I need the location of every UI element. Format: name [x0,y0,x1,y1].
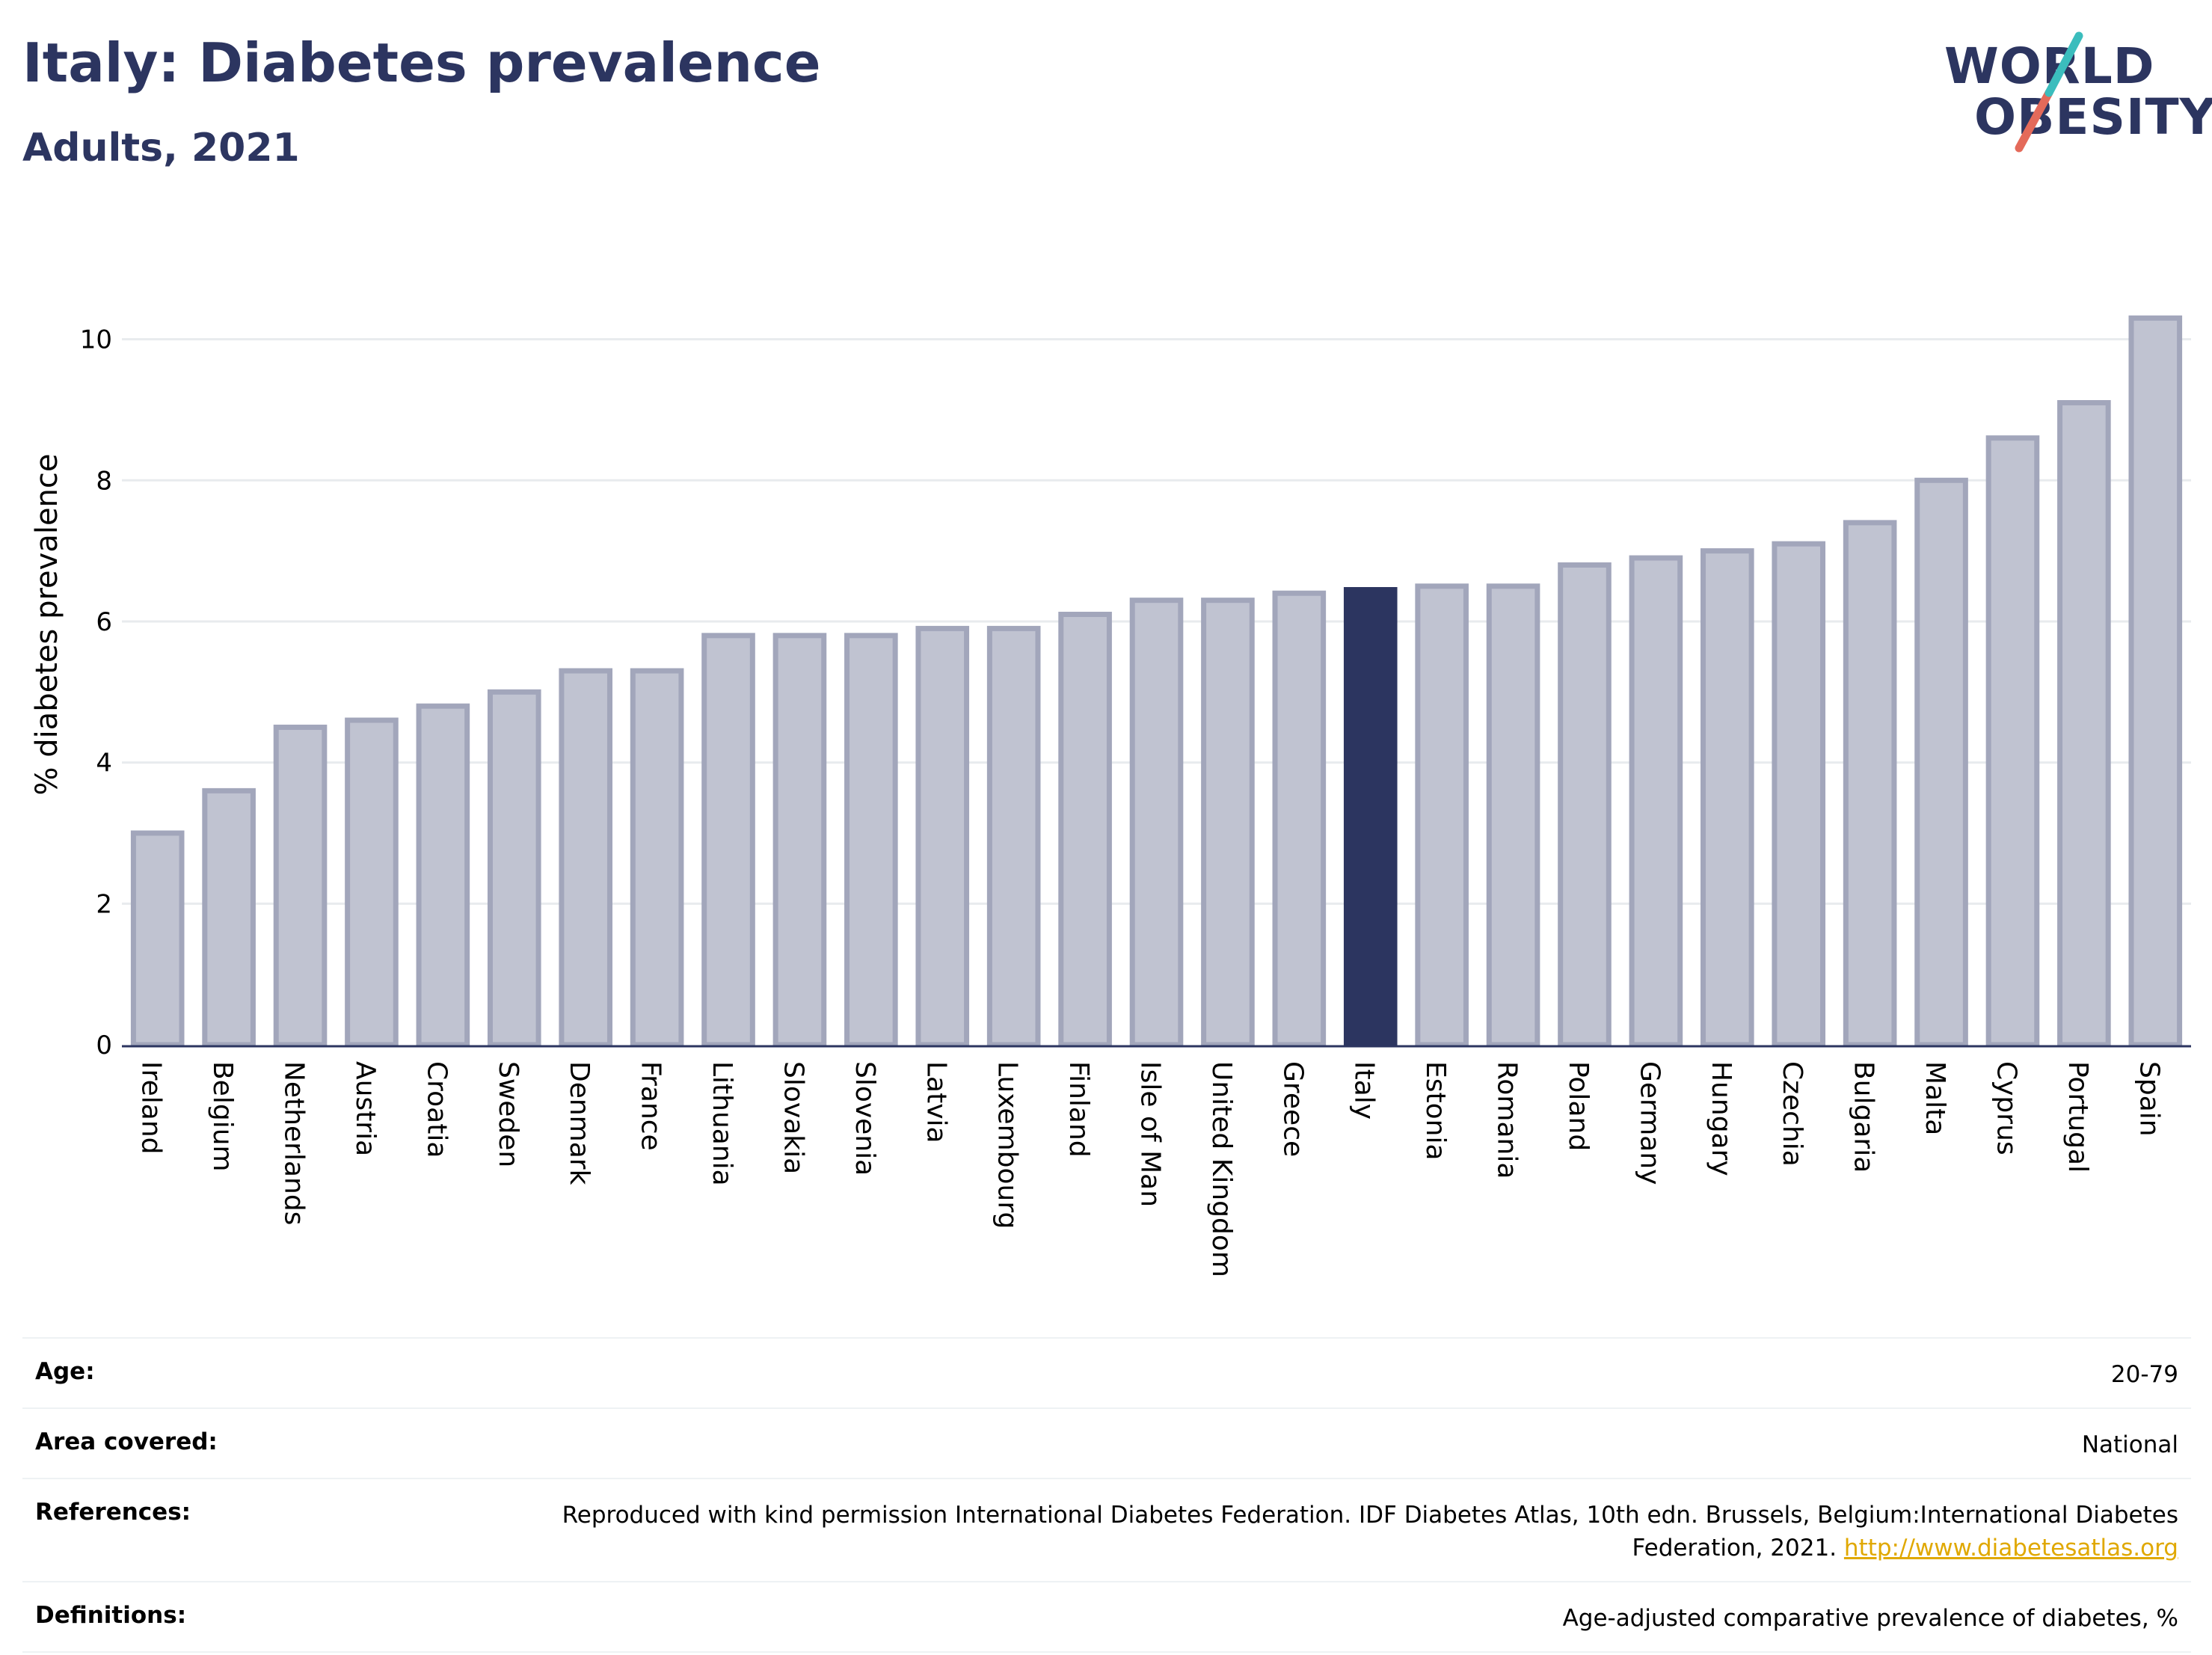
x-tick-label: Belgium [207,1061,238,1172]
meta-value-text: National [2081,1431,2178,1458]
world-obesity-logo: WORLD OBESITY [1944,30,2212,157]
bar-romania [1486,583,1540,1048]
bar-finland [1058,612,1112,1048]
meta-key: Area covered: [35,1428,218,1455]
meta-key: References: [35,1499,191,1526]
logo-slash-icon [2015,31,2083,153]
x-tick-label: Finland [1063,1061,1094,1158]
x-tick-label: Malta [1920,1061,1950,1135]
meta-value: Age-adjusted comparative prevalence of d… [1563,1602,2178,1635]
bars [130,315,2183,1048]
bar-hungary [1701,548,1754,1048]
x-tick-label: Greece [1277,1061,1308,1157]
x-tick-label: Germany [1634,1061,1665,1185]
bar-estonia [1415,583,1469,1048]
meta-key: Definitions: [35,1602,187,1629]
x-tick-label: Latvia [921,1061,951,1143]
y-tick-label: 10 [80,325,112,355]
bar-bulgaria [1843,520,1897,1048]
x-tick-label: Spain [2133,1061,2164,1137]
x-tick-label: Romania [1492,1061,1523,1179]
x-tick-label: Czechia [1777,1061,1807,1167]
x-tick-label: Poland [1563,1061,1594,1151]
bar-cyprus [1985,435,2040,1048]
bar-czechia [1772,541,1826,1048]
y-tick-label: 6 [96,607,112,637]
bar-poland [1558,562,1612,1048]
bar-greece [1272,590,1327,1048]
bar-belgium [202,787,256,1048]
x-tick-label: Sweden [493,1061,523,1167]
x-tick-label: Bulgaria [1849,1061,1879,1173]
chart-subtitle: Adults, 2021 [22,126,300,171]
bar-france [630,668,684,1048]
meta-value: Reproduced with kind permission Internat… [458,1499,2178,1565]
x-axis-labels: Ireland Belgium Netherlands Austria Croatia S… [136,1061,2165,1277]
bar-italy [1343,587,1398,1048]
meta-row: Area covered: National [22,1409,2191,1479]
meta-row: Age: 20-79 [22,1339,2191,1409]
x-tick-label: Isle of Man [1135,1061,1166,1207]
x-tick-label: Hungary [1706,1061,1736,1176]
x-tick-label: Italy [1349,1061,1380,1120]
x-tick-label: Denmark [564,1061,595,1185]
logo-text-line2: OBESITY [1974,88,2212,146]
bar-slovenia [844,633,898,1048]
meta-value-text: Age-adjusted comparative prevalence of d… [1562,1605,2178,1632]
y-tick-label: 8 [96,466,112,496]
x-tick-label: United Kingdom [1206,1061,1237,1277]
bar-latvia [915,625,970,1048]
bar-malta [1914,477,1968,1048]
y-axis-ticks: 0 2 4 6 8 10 [80,325,112,1060]
bar-sweden [487,689,541,1048]
bar-croatia [416,703,470,1048]
meta-key: Age: [35,1358,95,1385]
chart-title: Italy: Diabetes prevalence [22,31,821,94]
bar-slovakia [772,633,827,1048]
bar-lithuania [701,633,755,1048]
reference-link[interactable]: http://www.diabetesatlas.org [1843,1535,2178,1562]
x-tick-label: Austria [350,1061,381,1156]
meta-row: Definitions: Age-adjusted comparative pre… [22,1582,2191,1653]
x-tick-label: Ireland [136,1061,167,1155]
bar-ireland [130,830,185,1048]
bar-isle-of-man [1129,598,1184,1048]
y-axis-title: % diabetes prevalence [30,453,64,795]
bar-netherlands [273,724,328,1048]
meta-value: 20-79 [2111,1358,2178,1391]
x-tick-label: Estonia [1420,1061,1451,1161]
meta-value-text: Reproduced with kind permission Internat… [562,1502,2178,1562]
meta-value: National [2082,1428,2178,1461]
x-tick-label: Netherlands [279,1061,310,1225]
meta-value-text: 20-79 [2110,1361,2178,1388]
bar-denmark [559,668,612,1048]
bar-luxembourg [986,625,1041,1048]
y-tick-label: 2 [96,889,112,919]
meta-row: References: Reproduced with kind permissi… [22,1479,2191,1582]
x-tick-label: Portugal [2062,1061,2093,1173]
y-tick-label: 0 [96,1031,112,1060]
x-tick-label: Cyprus [1991,1061,2021,1155]
bar-united-kingdom [1201,598,1255,1048]
x-tick-label: Slovakia [778,1061,808,1174]
bar-austria [345,717,399,1048]
chart-metadata-table: Age: 20-79 Area covered: National References… [22,1337,2191,1653]
x-tick-label: Luxembourg [992,1061,1023,1229]
bar-chart: 0 2 4 6 8 10 Ireland Belgium Netherlands Austria… [30,315,2191,1277]
bar-portugal [2057,400,2111,1048]
bar-germany [1629,555,1683,1048]
y-tick-label: 4 [96,749,112,779]
x-tick-label: France [636,1061,666,1151]
bar-spain [2128,315,2183,1048]
x-tick-label: Lithuania [707,1061,737,1186]
x-tick-label: Slovenia [850,1061,880,1176]
x-tick-label: Croatia [421,1061,452,1158]
